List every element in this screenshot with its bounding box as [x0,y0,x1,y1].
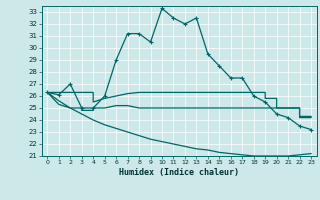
X-axis label: Humidex (Indice chaleur): Humidex (Indice chaleur) [119,168,239,177]
